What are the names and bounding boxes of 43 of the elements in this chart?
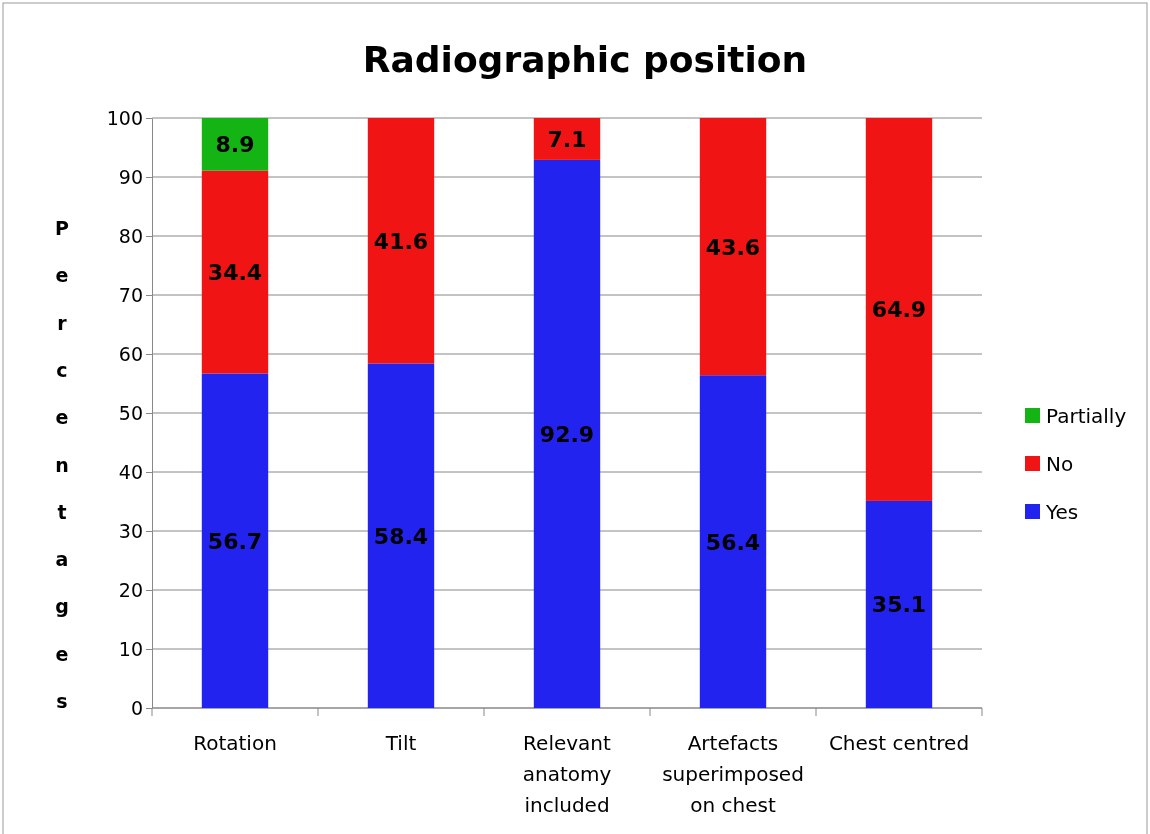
bar (201, 170, 269, 374)
legend-label: No (1046, 452, 1074, 476)
y-tick-label: 30 (118, 519, 143, 542)
y-tick-label: 90 (118, 165, 143, 188)
data-label: 64.9 (871, 297, 927, 323)
data-label: 56.7 (207, 528, 263, 554)
y-tick-label: 0 (130, 696, 143, 719)
bar (201, 118, 269, 171)
bar (533, 159, 601, 708)
y-tick-label: 40 (118, 460, 143, 483)
data-label: 8.9 (215, 132, 255, 158)
x-tick-label: Tilt (384, 731, 417, 755)
bar (367, 118, 435, 364)
bar (201, 373, 269, 708)
data-label: 41.6 (373, 228, 429, 254)
y-tick-label: 70 (118, 283, 143, 306)
y-tick-label: 100 (106, 106, 143, 129)
x-tick-label: Relevant anatomy included (522, 731, 612, 817)
bar (699, 375, 767, 708)
bar (367, 363, 435, 708)
bar (699, 118, 767, 376)
x-tick-label: Artefacts superimposed on chest (662, 731, 804, 817)
legend-label: Yes (1045, 500, 1079, 524)
y-tick-label: 80 (118, 224, 143, 247)
data-label: 58.4 (373, 523, 429, 549)
data-label: 34.4 (207, 259, 263, 285)
bar (865, 500, 933, 708)
data-label: 35.1 (871, 592, 927, 618)
text: Percentages (55, 217, 69, 712)
data-label: 7.1 (547, 126, 587, 152)
legend-label: Partially (1046, 404, 1127, 428)
bar (533, 118, 601, 160)
bar (865, 118, 933, 501)
data-label: 43.6 (705, 234, 761, 260)
data-label: 56.4 (705, 529, 761, 555)
x-tick-label: Chest centred (828, 731, 970, 755)
y-tick-label: 60 (118, 342, 143, 365)
x-tick-label: Rotation (193, 731, 277, 755)
y-tick-label: 10 (118, 637, 143, 660)
y-tick-label: 20 (118, 578, 143, 601)
data-label: 92.9 (539, 421, 595, 447)
chart-title: Radiographic position (362, 39, 808, 80)
y-tick-label: 50 (118, 401, 143, 424)
